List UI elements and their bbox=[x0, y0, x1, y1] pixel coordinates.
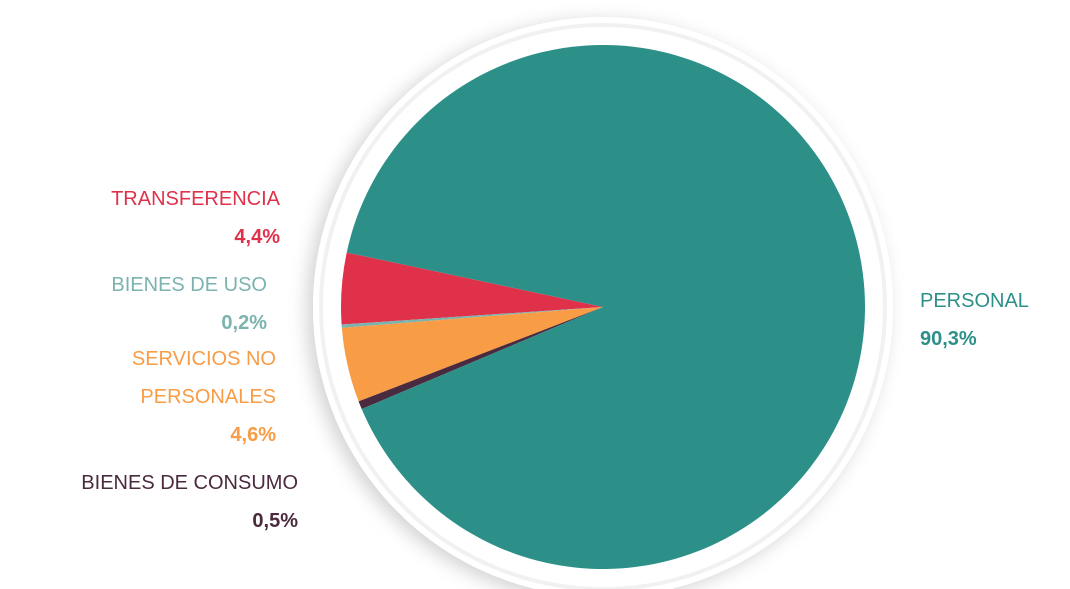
category-label: BIENES DE CONSUMO bbox=[81, 472, 298, 494]
category-label: PERSONAL bbox=[920, 290, 1029, 312]
value-label: 0,2% bbox=[221, 312, 267, 334]
value-label: 0,5% bbox=[252, 510, 298, 532]
pie-ring bbox=[319, 23, 887, 589]
pie-slice bbox=[341, 252, 603, 325]
pie-slice bbox=[358, 307, 603, 410]
pie-slice bbox=[341, 307, 603, 402]
category-label: BIENES DE USO bbox=[111, 274, 267, 296]
slice-label: BIENES DE CONSUMO 0,5% bbox=[81, 464, 298, 540]
pie-slice bbox=[346, 45, 865, 570]
value-label: 4,6% bbox=[230, 424, 276, 446]
value-label: 4,4% bbox=[234, 226, 280, 248]
category-label: TRANSFERENCIA bbox=[111, 188, 280, 210]
slice-label: SERVICIOS NO PERSONALES 4,6% bbox=[36, 340, 276, 454]
slice-label: TRANSFERENCIA 4,4% bbox=[111, 180, 280, 256]
category-label: SERVICIOS NO PERSONALES bbox=[131, 348, 276, 408]
pie-slice bbox=[341, 307, 603, 328]
value-label: 90,3% bbox=[920, 328, 977, 350]
slice-label: PERSONAL 90,3% bbox=[920, 282, 1029, 358]
slice-label: BIENES DE USO 0,2% bbox=[111, 266, 267, 342]
